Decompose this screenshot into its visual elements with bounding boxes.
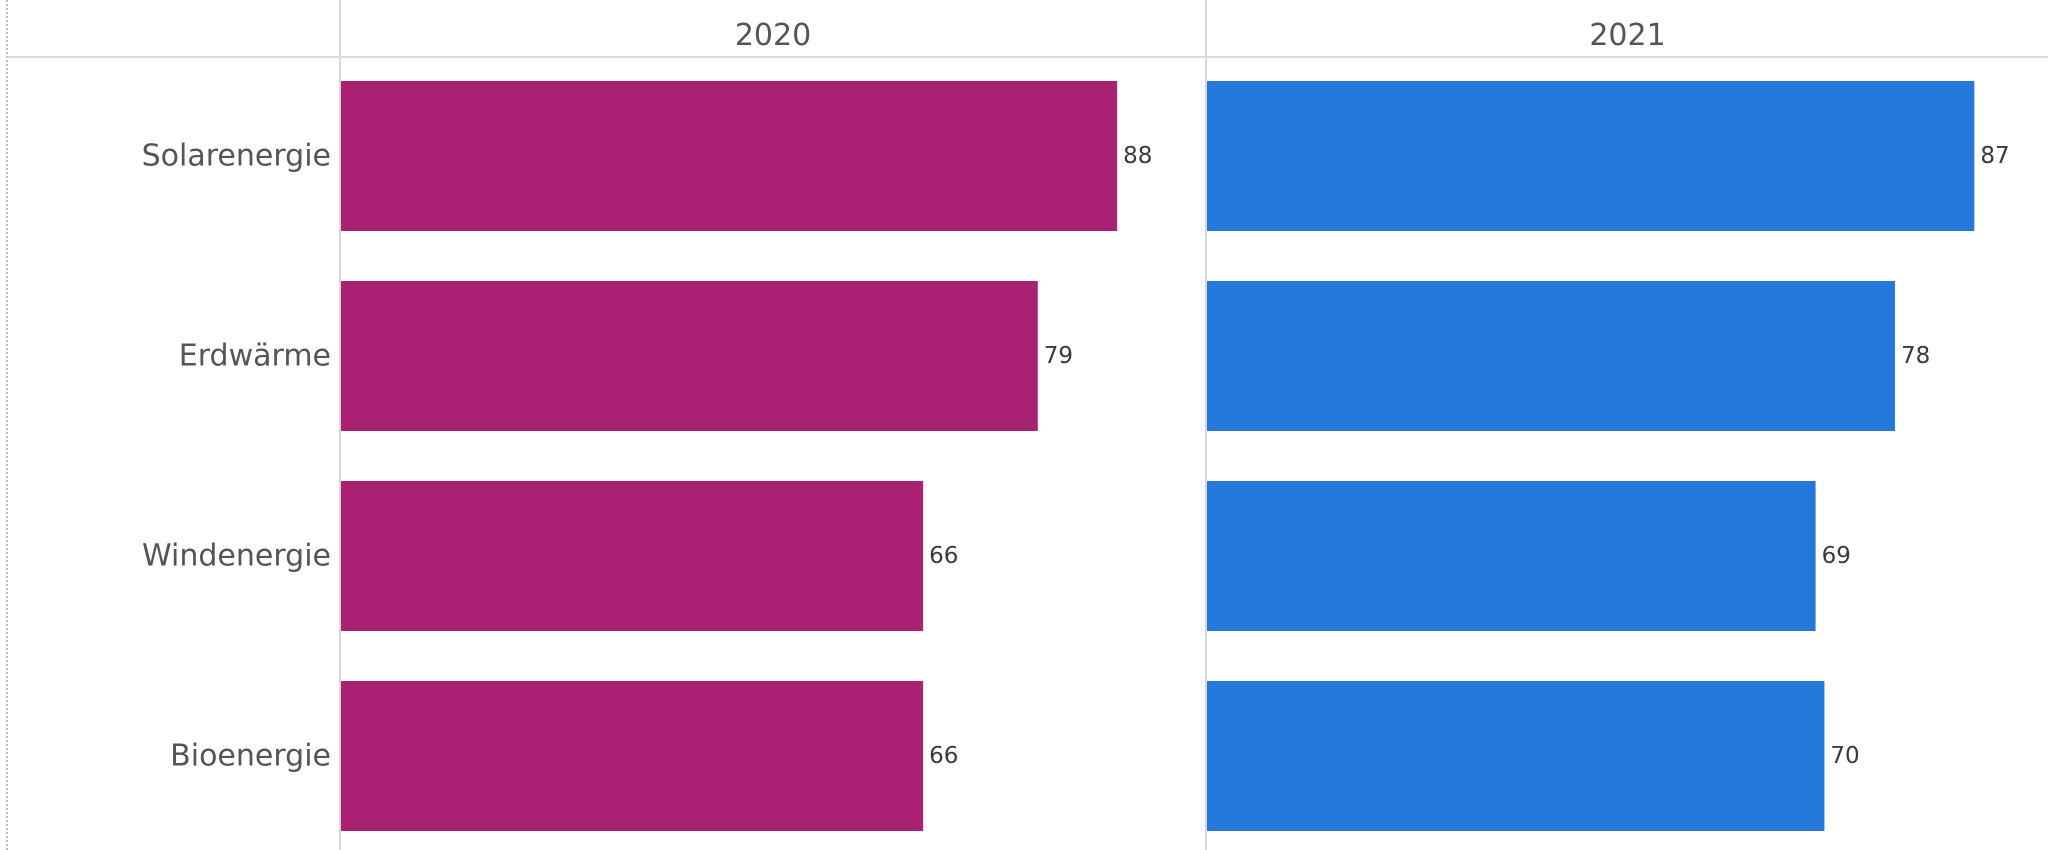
data-label: 69 bbox=[1822, 543, 1851, 569]
bar-2021-Erdwärme[interactable] bbox=[1207, 281, 1895, 431]
panel-header-2020: 2020 bbox=[735, 18, 811, 53]
category-label: Erdwärme bbox=[179, 339, 331, 374]
bar-2021-Solarenergie[interactable] bbox=[1207, 81, 1975, 231]
category-label: Bioenergie bbox=[170, 739, 331, 774]
bars bbox=[341, 81, 1975, 831]
bar-2021-Windenergie[interactable] bbox=[1207, 481, 1816, 631]
category-axis: Solarenergie Erdwärme Windenergie Bioenergi… bbox=[142, 139, 331, 774]
bar-2020-Solarenergie[interactable] bbox=[341, 81, 1118, 231]
data-label: 70 bbox=[1830, 743, 1859, 769]
data-label: 88 bbox=[1123, 143, 1152, 169]
data-label: 87 bbox=[1980, 143, 2009, 169]
bar-2020-Bioenergie[interactable] bbox=[341, 681, 924, 831]
bar-2021-Bioenergie[interactable] bbox=[1207, 681, 1825, 831]
data-label: 66 bbox=[929, 543, 958, 569]
panel-headers: 2020 2021 bbox=[735, 18, 1666, 53]
panel-dividers bbox=[339, 0, 1207, 850]
data-label: 78 bbox=[1901, 343, 1930, 369]
data-label: 79 bbox=[1044, 343, 1073, 369]
category-label: Windenergie bbox=[142, 539, 331, 574]
bar-2020-Erdwärme[interactable] bbox=[341, 281, 1038, 431]
data-labels: 88 79 66 66 87 78 69 70 bbox=[929, 143, 2010, 769]
panel-header-2021: 2021 bbox=[1589, 18, 1665, 53]
bar-2020-Windenergie[interactable] bbox=[341, 481, 924, 631]
data-label: 66 bbox=[929, 743, 958, 769]
category-label: Solarenergie bbox=[142, 139, 331, 174]
